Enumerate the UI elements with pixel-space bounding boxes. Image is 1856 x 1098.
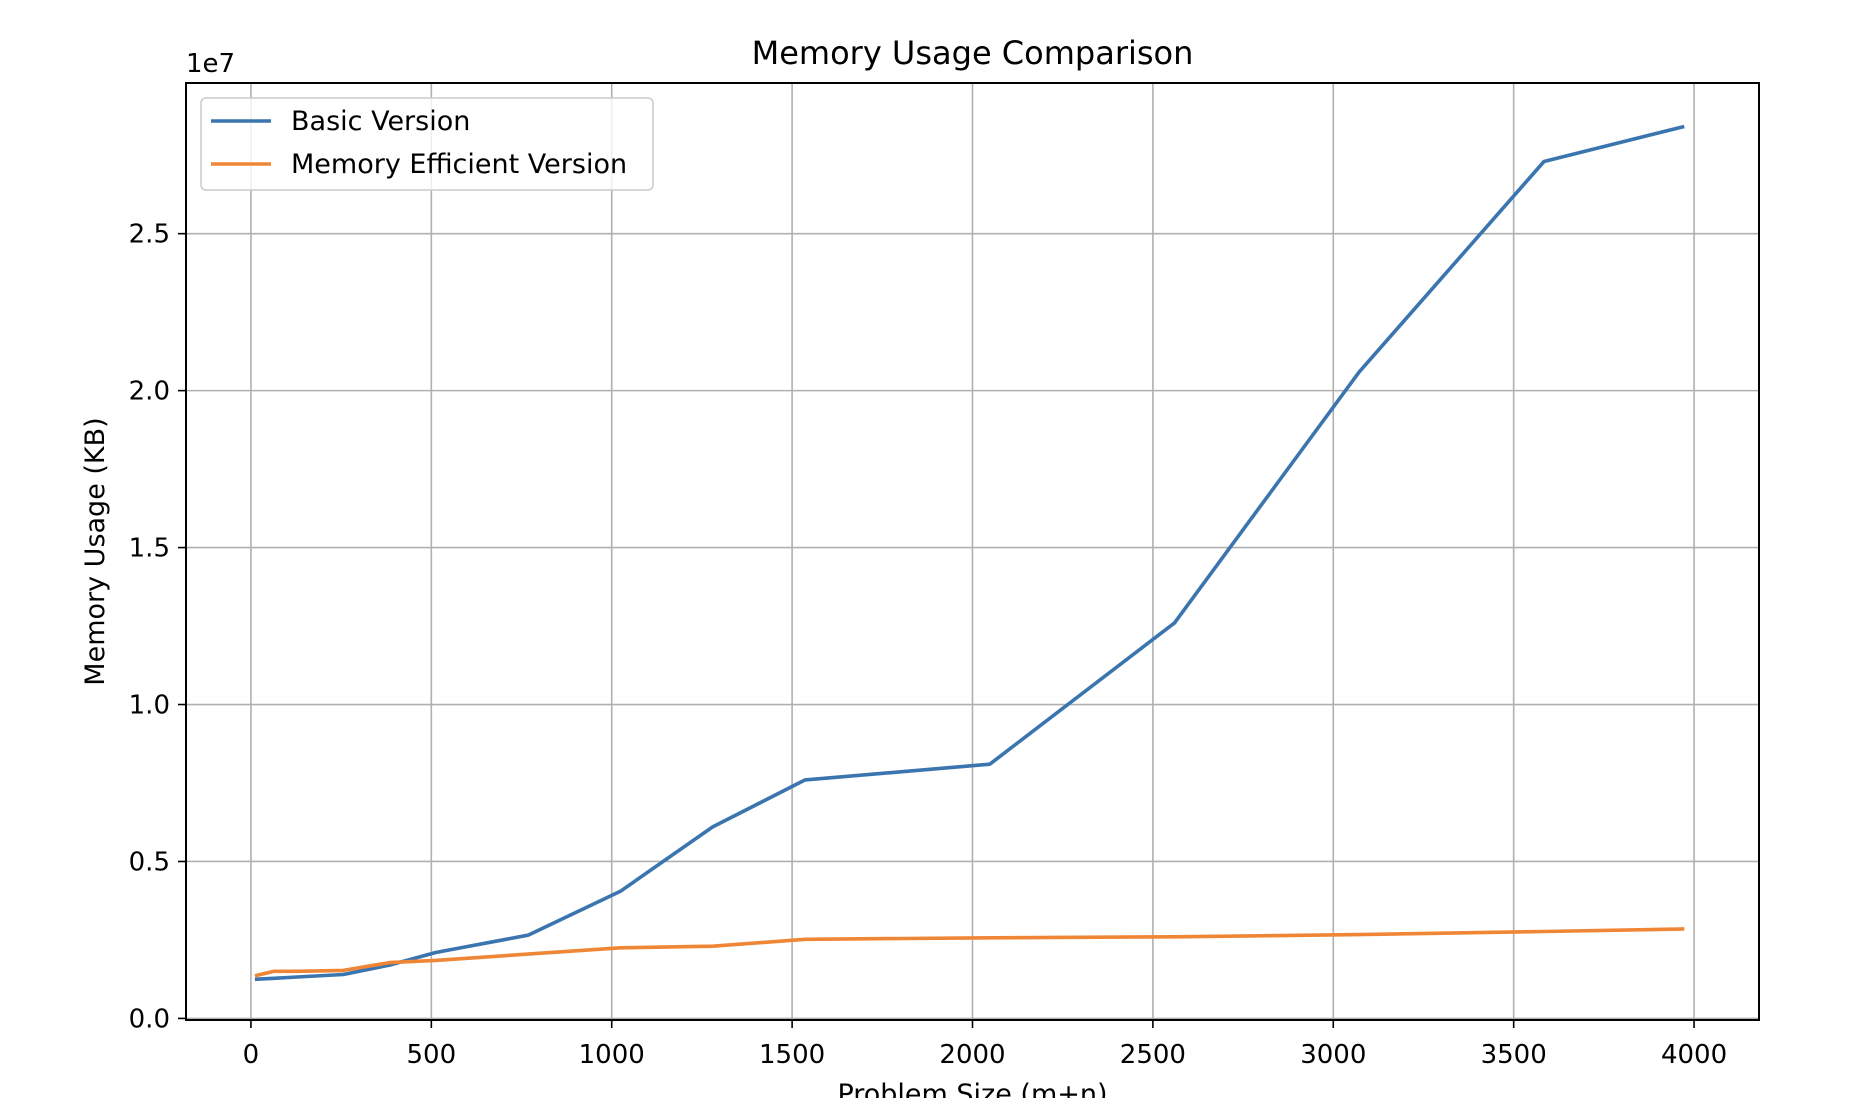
y-tick-label: 2.5 xyxy=(129,220,170,250)
x-tick-label: 4000 xyxy=(1661,1040,1727,1070)
x-tick-label: 2000 xyxy=(939,1040,1005,1070)
y-offset-label: 1e7 xyxy=(186,49,235,79)
legend: Basic Version Memory Efficient Version xyxy=(200,97,654,191)
chart-title: Memory Usage Comparison xyxy=(752,34,1194,72)
y-tick-label: 1.0 xyxy=(129,691,170,721)
y-tick-label: 0.0 xyxy=(129,1004,170,1034)
x-tick-label: 2500 xyxy=(1120,1040,1186,1070)
x-axis-title: Problem Size (m+n) xyxy=(837,1079,1107,1098)
x-tick-label: 500 xyxy=(407,1040,457,1070)
series-lines xyxy=(254,124,1685,982)
x-tick-label: 3500 xyxy=(1481,1040,1547,1070)
series-line-basic-version xyxy=(254,124,1685,982)
grid xyxy=(186,83,1759,1020)
y-axis-title: Memory Usage (KB) xyxy=(80,417,111,685)
axis-ticks: 0 500 1000 1500 2000 2500 3000 3500 4000 0.0 0.5 1.… xyxy=(129,220,1728,1070)
x-tick-label: 1500 xyxy=(759,1040,825,1070)
y-tick-label: 2.0 xyxy=(129,377,170,407)
legend-label-basic-version: Basic Version xyxy=(291,106,470,137)
series-line-memory-efficient-version xyxy=(254,927,1685,978)
x-tick-label: 3000 xyxy=(1300,1040,1366,1070)
legend-box xyxy=(200,97,654,191)
y-tick-label: 1.5 xyxy=(129,534,170,564)
y-tick-label: 0.5 xyxy=(129,847,170,877)
x-tick-label: 0 xyxy=(243,1040,260,1070)
legend-label-memory-efficient-version: Memory Efficient Version xyxy=(291,149,627,180)
x-tick-label: 1000 xyxy=(579,1040,645,1070)
